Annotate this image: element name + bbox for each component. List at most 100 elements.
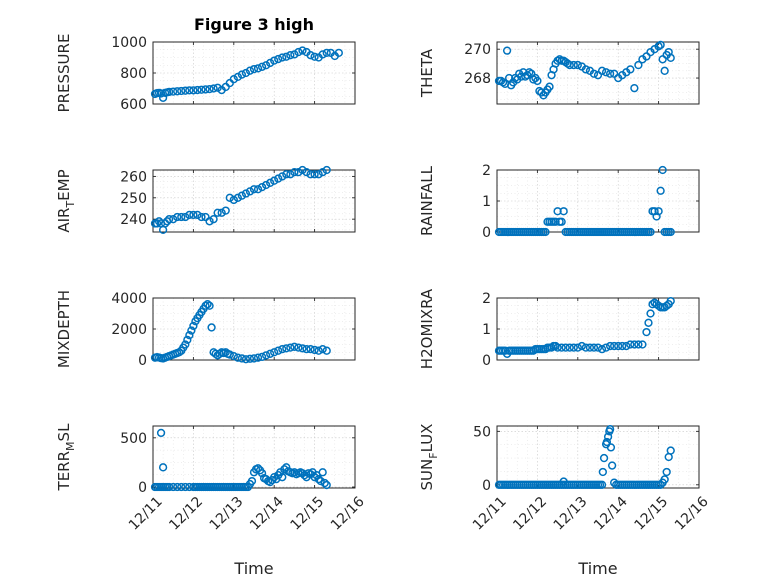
data-point bbox=[605, 425, 615, 434]
data-point bbox=[306, 51, 315, 60]
y-label-part: TERR bbox=[55, 451, 73, 492]
data-point bbox=[602, 437, 612, 447]
data-point bbox=[278, 53, 287, 62]
data-point bbox=[306, 345, 315, 354]
data-point bbox=[294, 47, 303, 57]
data-point bbox=[221, 206, 230, 215]
data-point bbox=[282, 170, 291, 179]
data-point bbox=[634, 60, 643, 70]
data-point bbox=[310, 170, 319, 179]
data-point bbox=[561, 343, 570, 352]
data-point bbox=[205, 84, 214, 94]
data-point bbox=[213, 208, 222, 217]
series-markers bbox=[494, 425, 675, 489]
data-point bbox=[266, 349, 275, 358]
data-point bbox=[318, 345, 327, 354]
data-point bbox=[314, 346, 323, 355]
y-tick-label: 2 bbox=[482, 291, 491, 307]
y-label-subscript: M bbox=[64, 441, 77, 451]
data-point bbox=[282, 52, 291, 61]
data-point bbox=[666, 296, 675, 306]
data-point bbox=[181, 212, 190, 222]
data-point bbox=[189, 321, 198, 331]
data-point bbox=[257, 62, 267, 71]
data-point bbox=[298, 165, 307, 175]
data-point bbox=[213, 83, 222, 92]
data-point bbox=[650, 207, 659, 216]
data-point bbox=[557, 343, 566, 352]
data-point bbox=[302, 345, 311, 354]
data-point bbox=[274, 54, 283, 64]
data-point bbox=[169, 87, 178, 96]
data-point bbox=[221, 348, 230, 357]
data-point bbox=[270, 473, 279, 482]
data-point bbox=[666, 227, 675, 237]
data-point bbox=[270, 176, 279, 185]
data-point bbox=[201, 85, 210, 94]
series-markers bbox=[494, 296, 675, 358]
data-point bbox=[249, 64, 259, 74]
y-tick-label: 1 bbox=[482, 322, 491, 338]
y-label-part: THETA bbox=[418, 48, 436, 98]
data-point bbox=[581, 343, 591, 352]
data-point bbox=[601, 343, 611, 352]
data-point bbox=[322, 480, 331, 490]
y-axis-label: PRESSURE bbox=[55, 34, 73, 113]
series-markers bbox=[150, 428, 331, 492]
axes-frame bbox=[152, 425, 356, 489]
data-point bbox=[233, 72, 242, 82]
data-point bbox=[559, 207, 568, 216]
data-point bbox=[282, 344, 291, 353]
data-point bbox=[209, 215, 218, 224]
data-point bbox=[646, 309, 655, 318]
data-point bbox=[241, 189, 251, 198]
data-point bbox=[249, 354, 259, 363]
data-point bbox=[169, 215, 178, 224]
data-point bbox=[573, 60, 582, 70]
data-point bbox=[660, 475, 669, 484]
data-point bbox=[298, 46, 307, 55]
data-point bbox=[310, 473, 319, 482]
data-point bbox=[541, 227, 550, 237]
axes-frame bbox=[496, 41, 700, 105]
data-point bbox=[598, 467, 607, 477]
data-point bbox=[233, 193, 242, 202]
data-point bbox=[152, 219, 162, 228]
data-point bbox=[245, 354, 255, 363]
data-point bbox=[245, 66, 255, 75]
data-point bbox=[205, 301, 214, 310]
data-point bbox=[253, 185, 263, 194]
data-point bbox=[656, 480, 665, 489]
data-point bbox=[302, 167, 311, 177]
subplot-pressure: 600 800 1000 PRESSURE Figure 3 high bbox=[55, 15, 356, 113]
data-point bbox=[634, 340, 643, 349]
data-point bbox=[306, 170, 315, 179]
data-point bbox=[247, 476, 257, 486]
data-point bbox=[165, 87, 174, 97]
data-point bbox=[177, 482, 186, 492]
chart-title: Figure 3 high bbox=[194, 15, 314, 34]
series-markers bbox=[494, 165, 675, 237]
y-axis-label: TERRMSL bbox=[55, 423, 77, 492]
data-point bbox=[318, 468, 327, 477]
series-markers bbox=[150, 46, 343, 102]
data-point bbox=[626, 340, 635, 349]
y-tick-label: 260 bbox=[120, 169, 147, 185]
data-point bbox=[266, 178, 275, 187]
data-point bbox=[569, 343, 578, 352]
y-label-part: AIR bbox=[55, 208, 73, 233]
data-point bbox=[233, 353, 242, 362]
data-point bbox=[209, 84, 218, 93]
data-point bbox=[185, 86, 194, 95]
data-point bbox=[158, 463, 168, 472]
data-point bbox=[316, 476, 325, 486]
data-point bbox=[201, 301, 210, 310]
data-point bbox=[605, 69, 615, 78]
data-point bbox=[207, 323, 216, 332]
data-point bbox=[601, 68, 611, 77]
y-tick-label: 250 bbox=[120, 191, 147, 207]
data-point bbox=[656, 186, 665, 195]
data-point bbox=[197, 212, 206, 222]
data-point bbox=[614, 341, 623, 351]
data-point bbox=[257, 352, 267, 362]
